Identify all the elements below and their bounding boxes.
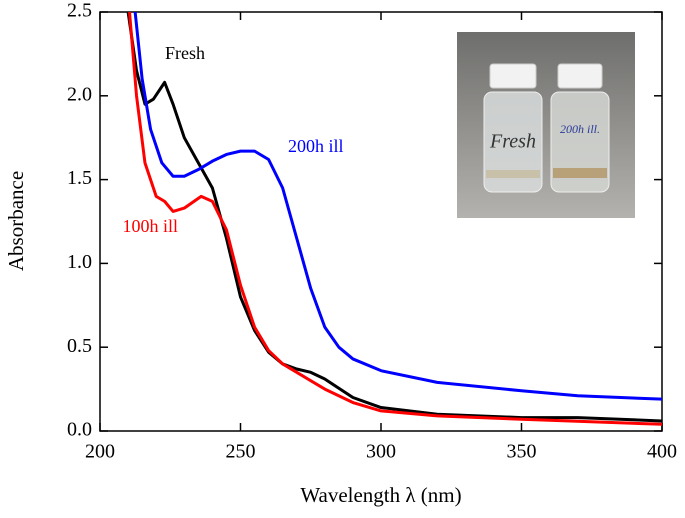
y-tick-label: 0.5: [67, 335, 92, 357]
y-tick-label: 0.0: [67, 419, 92, 441]
x-tick-label: 250: [226, 441, 256, 463]
series-label: 100h ill: [122, 216, 178, 236]
liquid: [553, 168, 607, 178]
x-axis-label: Wavelength λ (nm): [300, 483, 461, 507]
series-label: Fresh: [165, 43, 205, 63]
bottle-cap: [557, 63, 603, 89]
bottle: [483, 91, 543, 193]
x-tick-label: 200: [85, 441, 115, 463]
y-tick-label: 1.5: [67, 167, 92, 189]
inset-label: Fresh: [489, 131, 536, 153]
liquid: [486, 170, 540, 178]
x-tick-label: 300: [366, 441, 396, 463]
bottle: [550, 91, 610, 193]
y-tick-label: 2.0: [67, 83, 92, 105]
x-tick-label: 400: [647, 441, 677, 463]
y-tick-label: 2.5: [67, 0, 92, 22]
bottle-cap: [489, 63, 537, 89]
y-tick-label: 1.0: [67, 251, 92, 273]
series-line: [128, 12, 662, 426]
y-axis-label: Absorbance: [4, 171, 28, 271]
x-tick-label: 350: [507, 441, 537, 463]
series-line: [126, 12, 662, 423]
plot-lines: [126, 12, 662, 426]
series-label: 200h ill: [288, 136, 344, 156]
series-line: [133, 12, 662, 401]
inset-label: 200h ill.: [560, 122, 600, 136]
inset-photo: Fresh 200h ill.: [457, 32, 635, 218]
